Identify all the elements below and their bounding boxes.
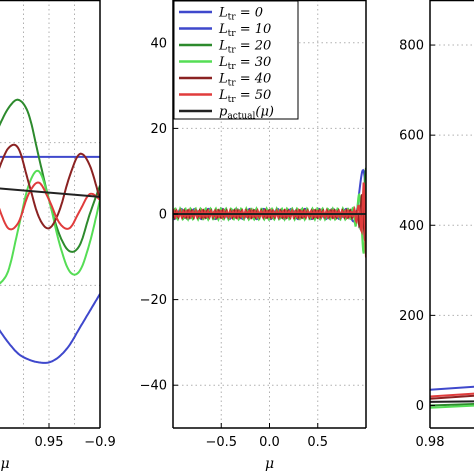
series-line — [0, 181, 100, 231]
y-tick-label: 0 — [159, 208, 167, 223]
series-line — [0, 98, 100, 253]
series-line — [430, 403, 474, 407]
y-tick-label: 0 — [416, 399, 424, 414]
y-tick-label: 40 — [150, 36, 167, 51]
x-tick-label: −0.9 — [84, 435, 116, 450]
x-tick-label: 0.95 — [35, 435, 64, 450]
y-tick-label: 400 — [399, 219, 424, 234]
legend-label: Ltr = 10 — [218, 22, 271, 39]
legend-label: Ltr = 20 — [218, 39, 271, 56]
series-line — [430, 394, 474, 400]
left-panel: 0.95 −0.9 μ — [0, 0, 116, 472]
series-line — [430, 392, 474, 398]
y-tick-label: 600 — [399, 129, 424, 144]
plot-area — [430, 385, 474, 409]
right-panel: 0.98 0 200 400 600 800 — [399, 0, 474, 450]
x-tick-label: −0.5 — [205, 435, 237, 450]
legend-label: Ltr = 0 — [218, 6, 263, 23]
legend-label: pactual(μ) — [219, 105, 274, 122]
legend-label: Ltr = 50 — [218, 88, 271, 105]
legend-label: Ltr = 40 — [218, 72, 271, 89]
x-tick-label: 0.0 — [259, 435, 280, 450]
y-tick-label: 200 — [399, 309, 424, 324]
series-line — [430, 385, 474, 391]
series-line — [430, 400, 474, 403]
series-line — [0, 187, 100, 198]
legend-box — [173, 0, 299, 120]
x-axis-label: μ — [0, 456, 9, 472]
plot-area — [0, 98, 100, 364]
legend-label: Ltr = 30 — [218, 55, 271, 72]
y-tick-label: 800 — [399, 39, 424, 54]
plot-area — [173, 167, 366, 258]
series-line — [430, 404, 474, 409]
y-tick-label: −20 — [140, 293, 167, 308]
x-tick-label: 0.98 — [416, 435, 445, 450]
x-axis-label: μ — [265, 456, 274, 472]
y-tick-label: −40 — [140, 379, 167, 394]
series-line — [0, 143, 100, 230]
y-tick-label: 20 — [150, 122, 167, 137]
series-line — [0, 293, 100, 364]
x-tick-label: 0.5 — [307, 435, 328, 450]
